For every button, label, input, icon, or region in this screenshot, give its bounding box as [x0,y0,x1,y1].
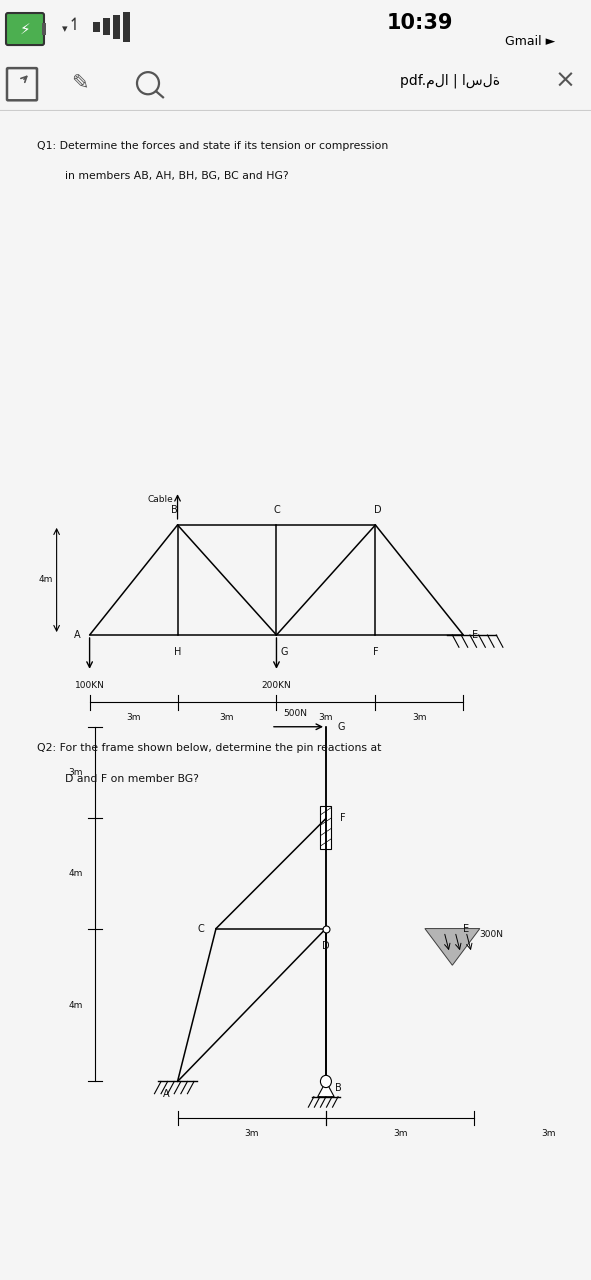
Text: 4m: 4m [38,576,53,585]
Text: F: F [372,648,378,657]
Text: Q1: Determine the forces and state if its tension or compression: Q1: Determine the forces and state if it… [37,141,389,151]
Text: G: G [337,722,345,732]
Text: 4m: 4m [69,869,83,878]
Text: 3m: 3m [245,1129,259,1138]
Text: E: E [463,924,469,933]
Text: 500N: 500N [284,709,308,718]
Text: F: F [340,814,345,823]
Text: 10:39: 10:39 [387,13,453,33]
Text: 4m: 4m [69,1001,83,1010]
Text: 3m: 3m [319,713,333,722]
Polygon shape [320,806,332,849]
Text: E: E [472,630,479,640]
Text: D: D [322,941,330,951]
Text: A: A [163,1089,170,1098]
Text: D and F on member BG?: D and F on member BG? [37,773,199,783]
Polygon shape [318,1082,334,1097]
Text: 3m: 3m [541,1129,556,1138]
Text: A: A [74,630,81,640]
Text: Cable: Cable [147,495,173,504]
Text: 300N: 300N [479,931,503,940]
Text: 200KN: 200KN [262,681,291,690]
Bar [93,22,100,32]
Text: ↿: ↿ [68,17,82,35]
Text: 3m: 3m [220,713,234,722]
Text: H: H [174,648,181,657]
Text: ✎: ✎ [72,73,89,93]
Text: Q2: For the frame shown below, determine the pin reactions at: Q2: For the frame shown below, determine… [37,744,382,753]
Text: C: C [273,504,280,515]
Text: pdf.ملا | اسلة: pdf.ملا | اسلة [400,74,500,88]
Text: Gmail ►: Gmail ► [505,35,555,47]
Bar [123,12,130,42]
Text: 3m: 3m [412,713,427,722]
Text: B: B [335,1083,342,1093]
Text: 100KN: 100KN [74,681,105,690]
Text: 3m: 3m [393,1129,407,1138]
Text: C: C [197,924,204,933]
Polygon shape [425,928,480,965]
Text: B: B [171,504,178,515]
Circle shape [320,1075,332,1088]
FancyBboxPatch shape [6,13,44,45]
Text: ×: × [554,69,576,93]
Bar [113,15,120,38]
Bar [103,18,110,35]
Text: ▾: ▾ [62,24,68,35]
Text: 3m: 3m [126,713,141,722]
Text: ⚡: ⚡ [20,22,30,37]
Text: G: G [281,648,288,657]
Text: 3m: 3m [69,768,83,777]
Text: in members AB, AH, BH, BG, BC and HG?: in members AB, AH, BH, BG, BC and HG? [37,172,289,182]
Text: D: D [374,504,382,515]
Bar [42,23,46,35]
